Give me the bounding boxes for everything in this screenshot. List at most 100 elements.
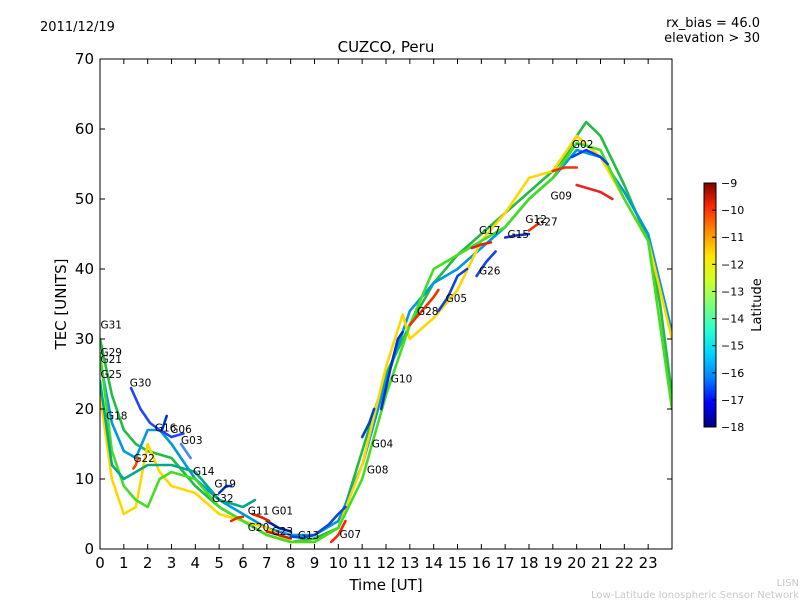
y-tick-label: 20 <box>75 400 94 418</box>
series-line-G17 <box>470 241 493 250</box>
series-line-G14 <box>179 442 192 460</box>
x-tick-label: 11 <box>353 554 372 572</box>
y-tick-label: 70 <box>75 50 94 68</box>
x-tick-label: 20 <box>567 554 586 572</box>
rx-bias-label: rx_bias = 46.0 <box>666 16 760 31</box>
satellite-label-G27: G27 <box>536 217 558 229</box>
footer-org-short: LISN <box>777 578 799 589</box>
x-tick-label: 7 <box>262 554 272 572</box>
x-axis-label: Time [UT] <box>348 576 422 594</box>
satellite-label-G25: G25 <box>100 369 122 381</box>
series-line-G13 <box>289 505 347 540</box>
series-line-G10 <box>379 330 404 411</box>
colorbar-tick-label: −15 <box>721 340 744 353</box>
x-tick-label: 15 <box>448 554 467 572</box>
colorbar-tick-label: −10 <box>721 204 744 217</box>
satellite-label-G16: G16 <box>155 422 177 434</box>
x-tick-label: 16 <box>472 554 491 572</box>
series-line-D <box>100 141 672 544</box>
y-axis-label: TEC [UNITS] <box>52 259 70 351</box>
series-line-G28 <box>408 288 440 327</box>
x-tick-label: 18 <box>519 554 538 572</box>
y-tick-label: 60 <box>75 120 94 138</box>
satellite-label-G12: G12 <box>525 214 547 226</box>
x-tick-label: 17 <box>496 554 515 572</box>
colorbar-tick-label: −18 <box>721 421 744 434</box>
x-tick-label: 2 <box>143 554 153 572</box>
y-tick-label: 10 <box>75 470 94 488</box>
satellite-label-G14: G14 <box>193 466 215 478</box>
colorbar-tick-label: −11 <box>721 231 744 244</box>
series-line-G02 <box>570 148 609 166</box>
colorbar-gradient <box>703 182 717 428</box>
chart-title: CUZCO, Peru <box>338 38 435 56</box>
y-tick-label: 0 <box>84 540 94 558</box>
series-line-G32 <box>229 515 245 523</box>
series-line-G26 <box>475 250 497 278</box>
x-tick-label: 5 <box>214 554 224 572</box>
satellite-label-G18: G18 <box>106 411 128 423</box>
series-line-G11 <box>251 512 271 523</box>
satellite-label-G30: G30 <box>130 378 152 390</box>
satellite-label-G31: G31 <box>100 320 122 332</box>
series-line-G07 <box>329 519 347 544</box>
satellite-label-G23: G23 <box>272 526 294 538</box>
x-tick-label: 12 <box>376 554 395 572</box>
colorbar-tick-label: −9 <box>721 177 737 190</box>
x-tick-label: 13 <box>400 554 419 572</box>
colorbar-tick-label: −12 <box>721 258 744 271</box>
satellite-label-G20: G20 <box>248 522 270 534</box>
satellite-label-G11: G11 <box>248 506 270 518</box>
y-tick-label: 50 <box>75 190 94 208</box>
x-tick-label: 14 <box>424 554 443 572</box>
satellite-label-G09: G09 <box>550 191 572 203</box>
elevation-label: elevation > 30 <box>664 31 760 46</box>
satellite-label-G22: G22 <box>133 453 155 465</box>
series-line-E <box>100 379 257 509</box>
series-line-G30 <box>129 386 185 439</box>
series-line-G05 <box>437 267 469 313</box>
satellite-label-G15: G15 <box>508 229 530 241</box>
series-line-G09 <box>551 166 578 173</box>
colorbar-tick-label: −16 <box>721 367 744 380</box>
x-tick-label: 3 <box>167 554 177 572</box>
satellite-label-G13: G13 <box>298 530 320 542</box>
x-tick-label: 4 <box>191 554 201 572</box>
satellite-label-G28: G28 <box>417 306 439 318</box>
footer-org-long: Low-Latitude Ionospheric Sensor Network <box>591 590 799 600</box>
x-tick-label: 8 <box>286 554 296 572</box>
series-layer <box>100 120 672 544</box>
series-line-G22 <box>132 456 140 470</box>
satellite-label-G17: G17 <box>479 225 501 237</box>
satellite-label-G06: G06 <box>170 424 192 436</box>
series-line-G23 <box>265 530 292 540</box>
colorbar-tick-label: −17 <box>721 394 744 407</box>
series-line-G21 <box>575 183 614 201</box>
satellite-label-G04: G04 <box>372 439 394 451</box>
colorbar-label: Latitude <box>750 278 765 332</box>
x-tick-label: 9 <box>310 554 320 572</box>
satellite-label-G29: G29 <box>100 347 122 359</box>
satellite-label-G26: G26 <box>479 266 501 278</box>
x-tick-label: 22 <box>615 554 634 572</box>
x-tick-label: 0 <box>95 554 105 572</box>
satellite-label-G21: G21 <box>100 354 122 366</box>
series-line-G15 <box>503 232 531 239</box>
satellite-label-G10: G10 <box>391 373 413 385</box>
satellite-label-G03: G03 <box>181 435 203 447</box>
colorbar-tick-label: −14 <box>721 313 744 326</box>
satellite-label-G05: G05 <box>446 293 468 305</box>
series-line-G19 <box>217 484 233 495</box>
satellite-label-G32: G32 <box>212 493 234 505</box>
colorbar: −9 −10 −11 −12 −13 −14 −15 −16 −17 −18 Latitude <box>703 177 765 434</box>
colorbar-tick-label: −13 <box>721 285 744 298</box>
axis-ticks: 0 1 2 3 4 5 6 7 8 9 10 11 12 13 14 15 16 17 18 19 20 21 22 2301… <box>75 50 672 572</box>
x-tick-label: 1 <box>119 554 129 572</box>
series-line-G27 <box>527 222 540 232</box>
series-line-G01 <box>265 519 292 533</box>
x-tick-label: 21 <box>591 554 610 572</box>
series-line-G16 <box>160 414 168 432</box>
satellite-label-G19: G19 <box>214 478 236 490</box>
